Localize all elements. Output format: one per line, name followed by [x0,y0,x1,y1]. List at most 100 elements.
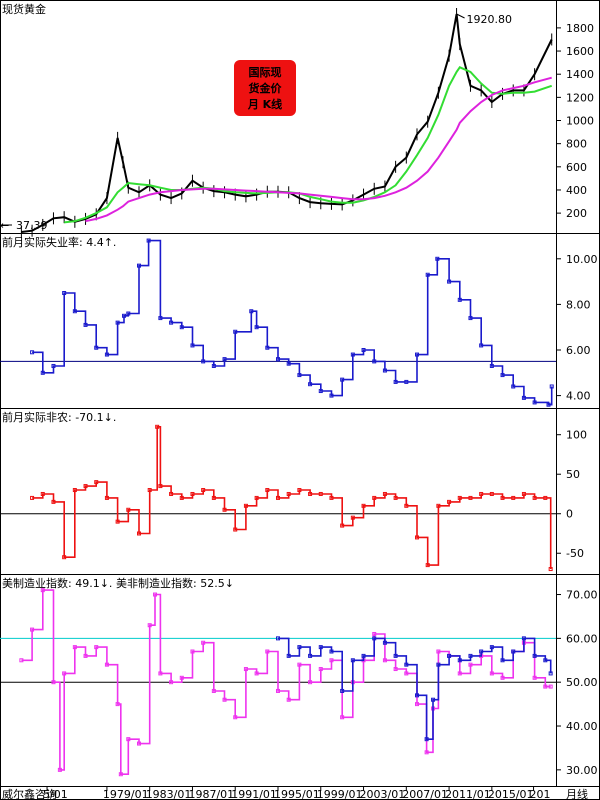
manufacturing-line-point [115,702,120,707]
y-tick-label: 4.00 [566,390,591,403]
high-pointer [456,13,465,19]
gold-badge [234,60,296,116]
chart-title-manufacturing: 美制造业指数: 49.1↓. [2,576,112,590]
manufacturing-line-point [201,640,206,645]
unemployment-line-point [158,316,163,321]
manufacturing-line-point [83,653,88,658]
unemployment-line-point [361,348,366,352]
x-tick-label: 2011/01 [445,788,491,800]
unemployment-line-point [308,382,313,387]
manufacturing-line-point [233,715,238,720]
manufacturing-line-point [118,772,123,777]
manufacturing-line-point [318,667,323,672]
nonmanufacturing-line-point [404,662,409,667]
y-tick-label: 50.00 [566,676,598,689]
manufacturing-line-point [179,675,184,680]
y-tick-label: 10.00 [566,253,598,266]
unemployment-line-point [94,345,99,350]
nonfarm-line-point [436,503,441,508]
unemployment-line-point [72,309,77,314]
x-tick-label: 2015/01 [488,788,534,800]
y-tick-label: 600 [566,161,587,174]
nonfarm-line-point [340,523,345,528]
nonfarm-line-point [276,495,280,500]
nonmanufacturing-line [278,637,552,740]
nonfarm-line-point [30,495,35,500]
y-tick-label: 1200 [566,91,594,104]
manufacturing-line-point [254,671,259,676]
unemployment-line-point [532,400,537,405]
nonfarm-line-point [532,495,537,500]
y-tick-label: 1400 [566,68,594,81]
nonmanufacturing-line-point [297,645,302,650]
unemployment-line-point [468,316,473,321]
unemployment-line-point [254,325,259,330]
nonfarm-line-point [137,531,141,536]
unemployment-line-point [500,373,505,378]
manufacturing-line-point [40,588,45,593]
unemployment-line-point [190,343,195,348]
nonfarm-line-point [104,495,109,500]
manufacturing-line-point [340,715,345,720]
y-tick-label: 50 [566,468,580,481]
unemployment-line-point [126,311,131,316]
unemployment-line-point [435,256,440,261]
manufacturing-line-point [190,649,195,654]
low-arrow-icon: ← [0,219,9,232]
manufacturing-line-point [265,649,270,654]
nonfarm-line-point [468,495,473,500]
manufacturing-line-point [489,671,494,676]
unemployment-line-point [382,368,387,373]
nonfarm-line-point [404,503,409,508]
nonfarm-line-point [447,499,452,504]
manufacturing-line-point [57,767,62,772]
x-tick-label: 1999/01 [317,788,363,800]
nonfarm-line-point [201,488,206,493]
unemployment-line-point [211,363,216,368]
x-tick-label: 1995/01 [274,788,320,800]
nonfarm-line-point [222,507,227,512]
unemployment-line-point [62,291,67,295]
manufacturing-line-point [286,697,291,702]
nonfarm-line-point [548,567,553,572]
nonmanufacturing-line-point [479,649,484,654]
nonmanufacturing-line-point [361,653,366,658]
y-tick-label: -50 [566,547,584,560]
nonfarm-line-point [147,488,152,493]
manufacturing-line-point [211,688,216,693]
y-tick-label: 1000 [566,115,594,128]
manufacturing-line-point [126,737,131,742]
nonfarm-line-point [62,555,67,560]
nonmanufacturing-line-point [431,697,436,702]
nonfarm-line-point [382,491,387,496]
unemployment-line-point [457,297,462,302]
y-tick-label: 6.00 [566,344,591,357]
manufacturing-line-point [436,649,441,654]
unemployment-line-point [30,350,35,355]
manufacturing-line-point [457,671,462,676]
manufacturing-line-point [404,671,409,676]
unemployment-line-point [222,357,227,362]
gold-badge-text: 货金价 [248,81,283,95]
y-tick-label: 400 [566,184,587,197]
y-tick-label: 30.00 [566,764,598,777]
nonfarm-line-point [211,495,216,500]
manufacturing-line-point [153,592,158,597]
nonfarm-line-point [521,491,526,496]
footer-right-label: 月线 [566,787,588,800]
manufacturing-line-point [548,684,553,689]
nonmanufacturing-line-point [468,653,473,658]
nonmanufacturing-line-point [372,636,377,641]
nonfarm-line-point [233,527,238,532]
unemployment-line-point [549,384,554,389]
unemployment-line-point [404,379,409,384]
nonmanufacturing-line-point [350,658,355,663]
unemployment-line-point [489,363,494,368]
x-tick-label: 201 [530,788,551,800]
nonfarm-line-point [489,491,494,496]
unemployment-line-point [318,389,323,394]
nonmanufacturing-line-point [286,653,291,658]
x-tick-label: 1983/01 [146,788,192,800]
nonfarm-line-point [415,535,419,540]
